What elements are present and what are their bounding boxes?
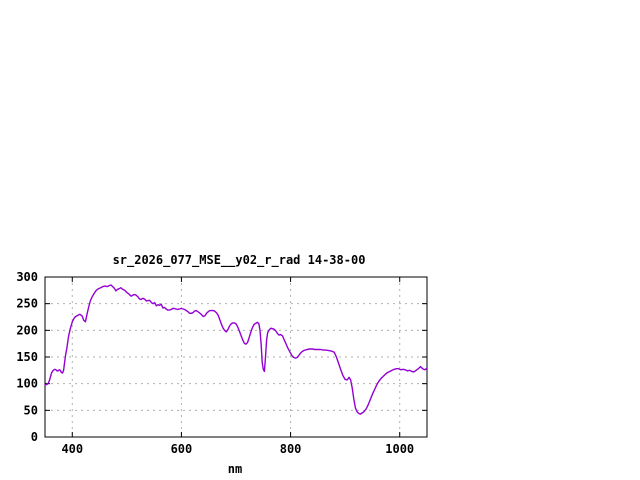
tick-labels: 0 50 100 150 200 250 300 400 600 800 1000 <box>16 270 414 456</box>
spectrum-line <box>44 284 428 415</box>
chart-title: sr_2026_077_MSE__y02_r_rad 14-38-00 <box>113 253 366 268</box>
y-tick-label: 0 <box>31 430 38 444</box>
axes <box>44 276 428 438</box>
y-tick-label: 150 <box>16 350 38 364</box>
y-tick-label: 250 <box>16 297 38 311</box>
x-tick-label: 1000 <box>385 442 414 456</box>
x-axis-label: nm <box>228 462 242 476</box>
x-tick-label: 400 <box>61 442 83 456</box>
x-tick-label: 800 <box>280 442 302 456</box>
x-tick-label: 600 <box>171 442 193 456</box>
y-tick-label: 200 <box>16 323 38 337</box>
y-tick-label: 100 <box>16 377 38 391</box>
series-polyline <box>44 284 428 415</box>
grid-lines <box>45 277 427 437</box>
y-tick-label: 50 <box>24 403 38 417</box>
y-tick-label: 300 <box>16 270 38 284</box>
